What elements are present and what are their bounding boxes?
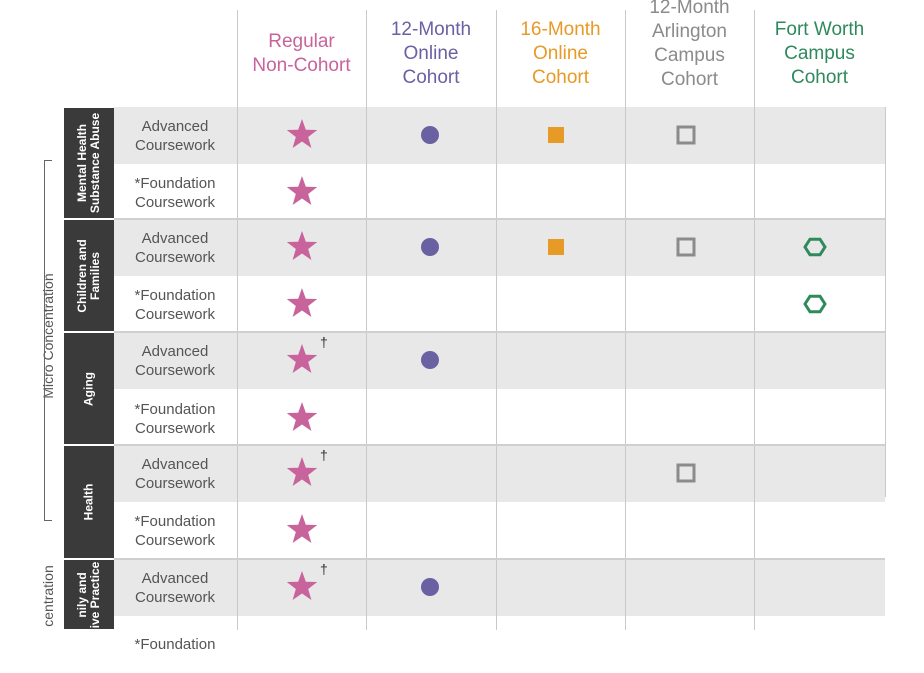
hollow-square-icon [676,463,696,482]
column-divider [625,10,626,630]
bracket-top [44,160,52,161]
table-row [114,107,885,164]
dagger-note: † [320,333,328,350]
hexagon-icon [803,237,827,256]
group-separator [114,444,885,446]
column-header: Regular Non-Cohort [252,31,351,76]
category-label: nily and ive Practice [64,560,114,629]
hollow-square-icon [676,125,696,144]
hollow-square-icon [676,237,696,256]
table-row [114,445,885,502]
row-label: *Foundation Coursework [134,174,216,211]
star-icon [286,456,318,486]
row-label: *Foundation Coursework [134,400,216,437]
row-label: *Foundation Coursework [134,512,216,549]
row-label: Advanced Coursework [134,342,216,379]
star-icon [286,175,318,205]
square-icon [548,126,564,143]
category-label: Children and Families [64,220,114,331]
bracket-bottom [44,520,52,521]
row-label: *Foundation [134,636,216,653]
column-header: 12-Month Arlington Campus Cohort [649,0,730,90]
table-row [114,219,885,276]
bracket-line [44,160,45,520]
group-separator [114,558,885,560]
star-icon [286,570,318,600]
table-row [114,559,885,616]
category-label: Aging [64,333,114,444]
category-label: Mental Health Substance Abuse [64,108,114,218]
dagger-note: † [320,560,328,577]
group-separator [114,331,885,333]
micro-concentration-label: Micro Concentration [40,273,56,399]
star-icon [286,401,318,431]
circle-icon [421,237,439,256]
column-header: Fort Worth Campus Cohort [774,19,865,88]
column-divider [366,10,367,630]
group-separator [114,218,885,220]
row-label: *Foundation Coursework [134,286,216,323]
circle-icon [421,577,439,596]
star-icon [286,118,318,148]
column-header: 16-Month Online Cohort [520,19,601,88]
star-icon [286,343,318,373]
row-label: Advanced Coursework [134,569,216,606]
square-icon [548,238,564,255]
column-divider [237,10,238,630]
next-concentration-label: centration [40,565,56,627]
column-divider [496,10,497,630]
row-label: Advanced Coursework [134,455,216,492]
hexagon-icon [803,294,827,313]
circle-icon [421,125,439,144]
category-label: Health [64,446,114,558]
row-label: Advanced Coursework [134,117,216,154]
circle-icon [421,350,439,369]
star-icon [286,287,318,317]
star-icon [286,230,318,260]
row-label: Advanced Coursework [134,229,216,266]
dagger-note: † [320,446,328,463]
star-icon [286,513,318,543]
column-divider [754,10,755,630]
column-divider [885,107,886,497]
table-row [114,332,885,389]
column-header: 12-Month Online Cohort [390,19,472,88]
